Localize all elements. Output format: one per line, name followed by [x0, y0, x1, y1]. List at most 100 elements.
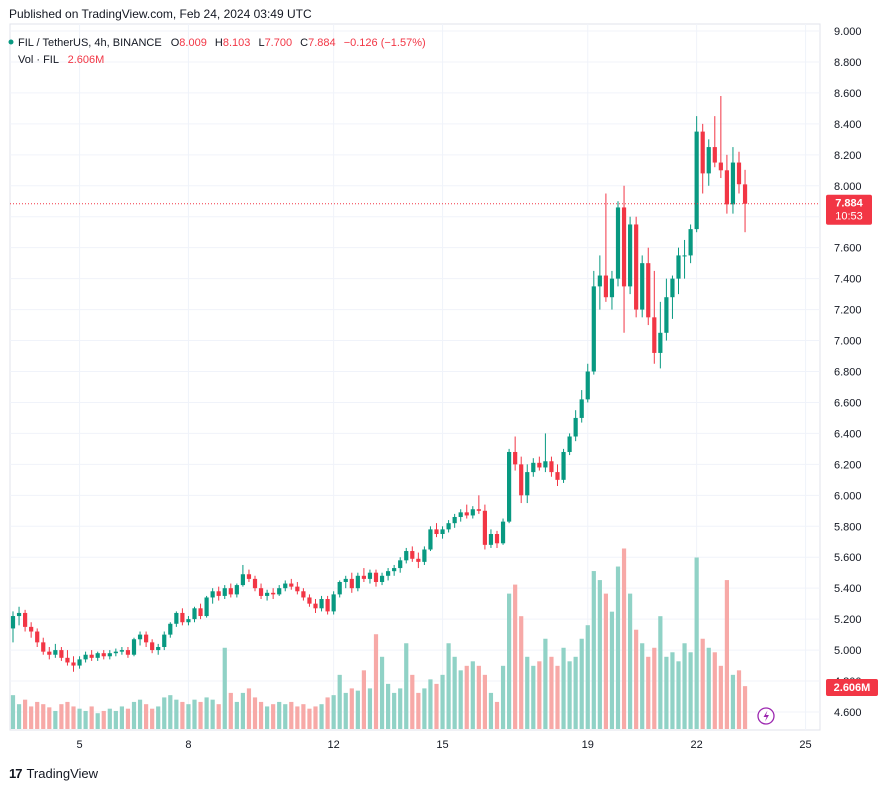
price-tick-label: 7.400 — [834, 274, 862, 286]
volume-bar — [119, 706, 124, 729]
candle-body — [71, 662, 76, 666]
volume-bar — [349, 688, 354, 729]
candle-body — [156, 646, 161, 651]
candle-body — [361, 575, 366, 579]
candle-body — [591, 286, 596, 372]
volume-bar — [373, 634, 379, 729]
candle-body — [555, 472, 560, 480]
volume-bar — [634, 629, 639, 729]
volume-bar — [597, 580, 602, 729]
candle-body — [325, 599, 330, 612]
svg-text:FIL / TetherUS, 4h, BINANCE: FIL / TetherUS, 4h, BINANCE O8.009 H8.10… — [18, 37, 426, 49]
volume-bar — [428, 679, 433, 729]
volume-bar — [621, 548, 627, 729]
volume-bar — [434, 683, 439, 729]
volume-bar — [192, 699, 197, 729]
candle-body — [634, 224, 639, 310]
candle-body — [319, 599, 324, 609]
price-tick-label: 9.000 — [834, 26, 862, 38]
time-tick-label: 5 — [76, 739, 82, 751]
volume-bar — [537, 661, 542, 729]
candle-body — [210, 591, 215, 598]
legend-volume-label: Vol · FIL — [18, 54, 59, 66]
price-tick-label: 7.000 — [834, 336, 862, 348]
volume-bar — [319, 704, 324, 729]
plot-border — [9, 23, 821, 731]
candle-body — [150, 642, 155, 651]
price-tick-label: 7.200 — [834, 305, 862, 317]
volume-bar — [458, 670, 463, 729]
time-axis: 5 8 12 15 19 22 25 — [76, 739, 811, 751]
candle-body — [446, 523, 451, 530]
legend-low-value: 7.700 — [265, 37, 293, 49]
candle-body — [398, 560, 403, 569]
time-tick-label: 15 — [436, 739, 448, 751]
candle-body — [392, 568, 397, 572]
volume-bar — [386, 683, 391, 729]
candle-body — [507, 451, 512, 522]
volume-bar — [162, 697, 167, 729]
lightning-icon[interactable] — [757, 707, 775, 725]
volume-bar — [440, 674, 445, 729]
volume-bar — [156, 706, 161, 729]
candle-body — [367, 572, 373, 579]
candle-body — [410, 551, 415, 559]
volume-bar — [331, 695, 336, 729]
legend-open-label: O — [171, 37, 180, 49]
volume-bar — [628, 593, 633, 729]
candle-body — [23, 612, 28, 627]
time-tick-label: 19 — [582, 739, 594, 751]
volume-bar — [494, 701, 500, 729]
candle-body — [470, 509, 475, 516]
volume-bar — [150, 708, 155, 729]
volume-bar — [525, 656, 530, 729]
candle-body — [525, 472, 530, 496]
volume-bar — [53, 710, 58, 729]
candle-body — [422, 549, 427, 562]
volume-bar — [500, 665, 506, 729]
volume-bar — [204, 697, 209, 729]
candle-body — [682, 255, 687, 257]
volume-bar — [59, 704, 64, 729]
candle-body — [658, 332, 663, 353]
candle-body — [476, 509, 481, 511]
legend-low-label: L — [258, 37, 264, 49]
candle-body — [47, 651, 52, 655]
volume-bar — [246, 688, 252, 729]
candle-body — [640, 263, 645, 310]
candlesticks — [10, 96, 748, 672]
candle-body — [652, 317, 657, 353]
candle-body — [621, 207, 627, 287]
volume-bar — [367, 688, 373, 729]
candle-body — [289, 583, 294, 587]
candle-body — [700, 131, 705, 174]
candle-body — [482, 510, 487, 545]
volume-bar — [682, 643, 687, 729]
legend-open-value: 8.009 — [179, 37, 207, 49]
volume-bar — [555, 665, 560, 729]
candle-body — [198, 608, 203, 617]
price-tick-label: 7.600 — [834, 243, 862, 255]
volume-bar — [615, 566, 621, 729]
price-tick-label: 6.800 — [834, 367, 862, 379]
candle-body — [579, 399, 584, 418]
legend-close-label: C — [300, 37, 308, 49]
volume-bar — [77, 708, 82, 729]
candle-body — [234, 585, 239, 595]
candle-body — [95, 653, 100, 658]
volume-bar — [609, 611, 615, 729]
price-tick-label: 4.600 — [834, 707, 862, 719]
volume-bar — [131, 701, 137, 729]
candle-body — [337, 581, 342, 595]
time-tick-label: 12 — [328, 739, 340, 751]
candle-body — [670, 278, 675, 298]
price-axis: 4.6004.8005.0005.2005.4005.6005.8006.000… — [834, 26, 862, 719]
price-tick-label: 5.800 — [834, 521, 862, 533]
volume-bar — [180, 701, 185, 729]
candle-body — [240, 574, 245, 586]
footer-brand[interactable]: 17 TradingView — [9, 766, 98, 781]
legend-high-value: 8.103 — [223, 37, 251, 49]
volume-bar — [476, 665, 481, 729]
candle-body — [615, 207, 621, 279]
